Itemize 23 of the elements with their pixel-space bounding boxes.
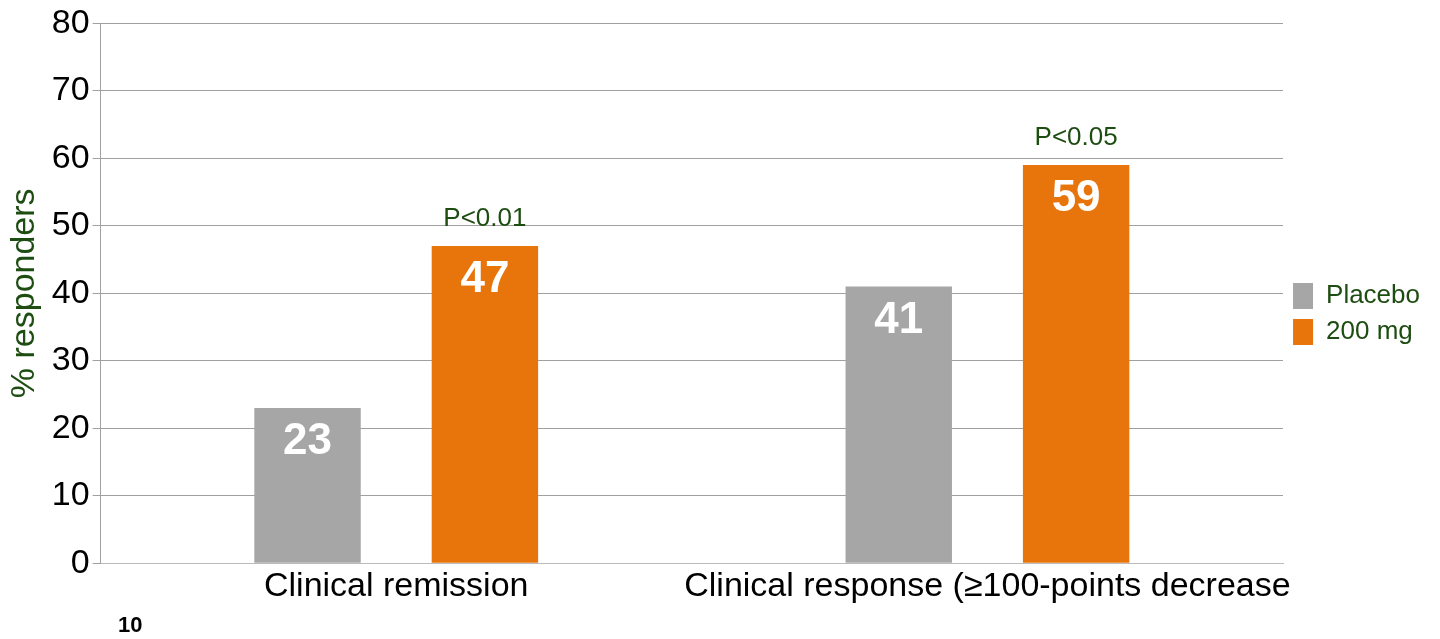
legend-label: Placebo <box>1326 279 1421 310</box>
data-label: 41 <box>874 292 924 342</box>
data-label: 59 <box>1051 171 1101 221</box>
annotation: P<0.01 <box>443 202 527 233</box>
data-label: 23 <box>283 414 333 464</box>
y-tick-label: 20 <box>51 406 90 445</box>
y-axis-title: % responders <box>2 188 41 399</box>
bar <box>431 246 539 563</box>
x-tick-label: Clinical remission <box>263 564 529 603</box>
y-tick-label: 70 <box>51 69 90 108</box>
y-tick-label: 30 <box>51 339 90 378</box>
y-tick-label: 60 <box>51 136 90 175</box>
bar <box>1022 165 1130 563</box>
annotation: P<0.05 <box>1034 121 1118 152</box>
y-tick-label: 40 <box>51 271 90 310</box>
legend-label: 200 mg <box>1326 315 1413 346</box>
x-tick-label: Clinical response (≥100-points decrease <box>684 564 1291 603</box>
text: 10 <box>118 612 143 638</box>
y-tick-label: 10 <box>51 474 90 513</box>
y-tick-label: 80 <box>51 1 90 40</box>
data-label: 47 <box>460 252 510 302</box>
y-tick-label: 50 <box>51 204 90 243</box>
y-tick-label: 0 <box>70 541 90 580</box>
